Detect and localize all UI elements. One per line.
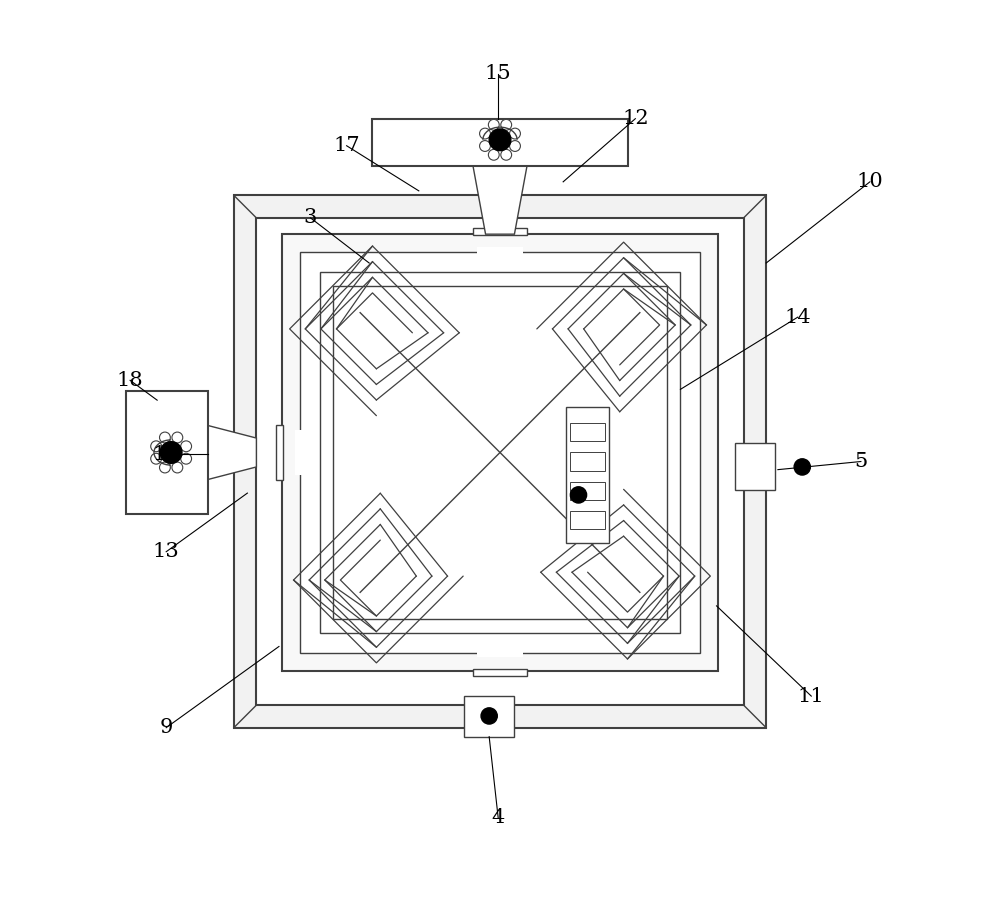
Circle shape [488,119,499,130]
Circle shape [160,432,170,443]
Text: 10: 10 [857,172,883,191]
Circle shape [181,441,192,452]
Polygon shape [570,511,605,529]
Text: 16: 16 [153,444,179,463]
Circle shape [488,149,499,160]
Circle shape [151,453,162,464]
Polygon shape [477,650,523,657]
Text: 14: 14 [784,308,811,327]
Polygon shape [735,443,775,491]
Text: 9: 9 [159,719,173,738]
Circle shape [172,432,183,443]
Polygon shape [320,272,680,633]
Polygon shape [372,119,628,166]
Circle shape [160,442,182,463]
Circle shape [172,462,183,473]
Text: 3: 3 [304,208,317,227]
Polygon shape [473,227,527,236]
Circle shape [794,459,810,475]
Polygon shape [473,228,527,235]
Polygon shape [473,669,527,676]
Text: 15: 15 [485,64,512,83]
Polygon shape [276,425,283,480]
Polygon shape [126,391,208,514]
Circle shape [501,119,512,130]
Polygon shape [300,252,700,653]
Polygon shape [477,247,523,254]
Text: 4: 4 [492,808,505,827]
Circle shape [480,140,490,151]
Polygon shape [295,430,302,475]
Polygon shape [464,696,514,737]
Text: 17: 17 [333,137,360,156]
Text: 18: 18 [117,371,143,390]
Circle shape [510,140,520,151]
Polygon shape [473,668,527,677]
Polygon shape [570,452,605,471]
Circle shape [501,149,512,160]
Polygon shape [275,425,284,480]
Text: 13: 13 [153,542,180,561]
Polygon shape [570,424,605,442]
Circle shape [570,487,587,503]
Polygon shape [566,407,609,543]
Text: 5: 5 [854,452,868,471]
Text: 11: 11 [798,687,825,706]
Circle shape [151,441,162,452]
Polygon shape [570,481,605,500]
Circle shape [160,462,170,473]
Polygon shape [473,166,527,234]
Polygon shape [234,195,766,728]
Circle shape [480,129,490,139]
Circle shape [510,129,520,139]
Polygon shape [333,286,667,619]
Text: 12: 12 [622,110,649,129]
Circle shape [489,129,511,150]
Polygon shape [282,234,718,671]
Circle shape [481,708,497,724]
Polygon shape [256,218,744,705]
Polygon shape [208,425,256,480]
Circle shape [181,453,192,464]
